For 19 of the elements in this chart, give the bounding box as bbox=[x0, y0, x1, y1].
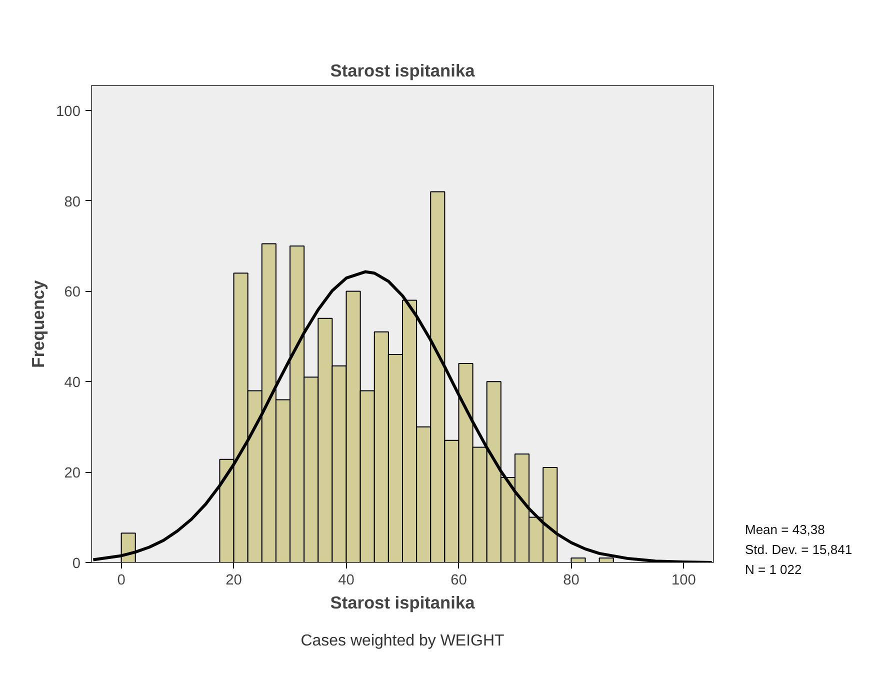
y-tick-label: 20 bbox=[64, 466, 81, 482]
y-tick-label: 100 bbox=[56, 104, 81, 120]
x-tick-label: 20 bbox=[226, 572, 242, 588]
y-tick-label: 0 bbox=[72, 556, 81, 572]
x-tick-label: 80 bbox=[563, 572, 580, 588]
text: N = 1 022 bbox=[745, 562, 802, 577]
y-tick-label: 40 bbox=[64, 375, 81, 392]
text: Cases weighted by WEIGHT bbox=[300, 632, 505, 650]
y-tick-label: 80 bbox=[64, 194, 81, 210]
y-tick-label: 60 bbox=[64, 284, 81, 301]
text: Std. Dev. = 15,841 bbox=[745, 542, 852, 557]
x-axis-title: Starost ispitanika bbox=[330, 592, 476, 612]
text: Mean = 43,38 bbox=[745, 522, 825, 537]
x-tick-label: 0 bbox=[117, 572, 126, 588]
y-axis-title: Frequency bbox=[28, 280, 48, 368]
x-tick-label: 60 bbox=[450, 572, 467, 588]
chart-title: Starost ispitanika bbox=[330, 60, 476, 80]
x-tick-label: 100 bbox=[671, 572, 696, 588]
x-tick-label: 40 bbox=[338, 572, 354, 588]
